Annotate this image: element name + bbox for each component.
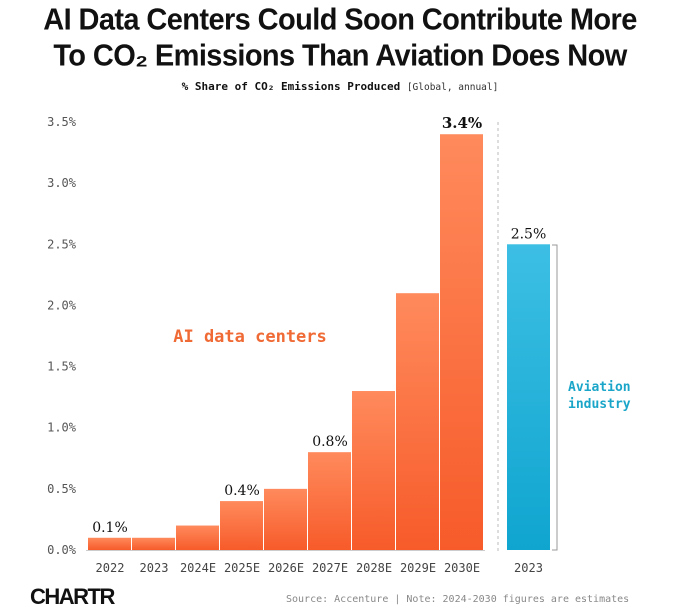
bar-ai-2023 [132,537,175,550]
subtitle-text: % Share of CO₂ Emissions Produced [181,80,401,93]
x-tick-label: 2030E [444,561,480,575]
data-label: 0.8% [312,434,348,450]
y-tick-label: 2.0% [47,298,77,312]
bar-ai-2026E [264,488,307,550]
y-tick-label: 0.5% [47,482,77,496]
bar-ai-2030E [440,134,483,550]
y-tick-label: 1.0% [47,421,77,435]
bar-ai-2029E [396,293,439,550]
x-tick-label: 2025E [224,561,260,575]
bar-aviation-2023 [507,244,550,551]
title-line-1: AI Data Centers Could Soon Contribute Mo… [43,3,637,37]
y-tick-label: 3.5% [47,115,77,129]
data-labels: 0.1% 0.4% 0.8% 3.4% 2.5% [92,114,546,536]
bar-ai-2028E [352,391,395,550]
y-tick-label: 2.5% [47,237,77,251]
x-tick-label: 2024E [180,561,216,575]
x-tick-label: 2027E [312,561,348,575]
y-tick-label: 3.0% [47,176,77,190]
x-tick-label: 2029E [400,561,436,575]
bar-ai-2025E [220,501,263,550]
data-label: 3.4% [442,114,482,132]
title-line-2: To CO₂ Emissions Than Aviation Does Now [53,39,627,73]
chart-subtitle: % Share of CO₂ Emissions Produced [Globa… [0,80,680,93]
source-note: Source: Accenture | Note: 2024-2030 figu… [286,594,630,605]
bar-ai-2027E [308,452,351,550]
aviation-bracket [552,244,558,551]
y-tick-label: 0.0% [47,543,77,557]
y-axis: 0.0% 0.5% 1.0% 1.5% 2.0% 2.5% 3.0% 3.5% [47,115,77,557]
x-tick-label: 2023 [140,561,169,575]
chartr-logo: CHARTR [30,584,115,609]
data-label: 0.1% [92,520,128,536]
subtitle-note: [Global, annual] [406,82,499,93]
bar-ai-2024E [176,525,219,550]
x-tick-label: 2022 [96,561,125,575]
bar-ai-2022 [88,537,131,550]
ai-series-label: AI data centers [173,327,327,347]
y-tick-label: 1.5% [47,360,77,374]
x-axis: 2022 2023 2024E 2025E 2026E 2027E 2028E 2029E 20… [86,550,543,575]
aviation-label-line-1: Aviation [568,380,631,395]
x-tick-label: 2026E [268,561,304,575]
data-label: 0.4% [224,483,260,499]
x-tick-label: 2028E [356,561,392,575]
x-tick-label: 2023 [514,561,543,575]
data-label: 2.5% [511,226,547,242]
aviation-label-line-2: industry [568,397,631,412]
chart-title: AI Data Centers Could Soon Contribute Mo… [0,2,680,73]
bars [88,134,550,551]
